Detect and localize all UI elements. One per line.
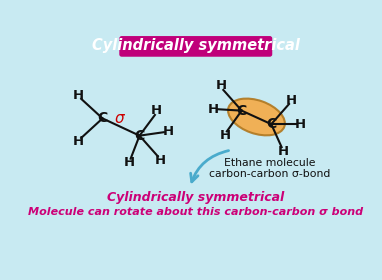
Text: H: H [215, 80, 227, 92]
Text: H: H [207, 103, 219, 116]
Text: C: C [97, 111, 108, 125]
Text: C: C [134, 129, 145, 143]
Text: H: H [162, 125, 173, 138]
Text: C: C [236, 104, 247, 118]
Text: Cylindrically symmetrical: Cylindrically symmetrical [92, 38, 300, 53]
Text: H: H [286, 94, 297, 106]
Text: Molecule can rotate about this carbon-carbon σ bond: Molecule can rotate about this carbon-ca… [28, 207, 363, 217]
Text: H: H [220, 129, 231, 142]
Text: H: H [295, 118, 306, 131]
Text: H: H [151, 104, 162, 117]
Text: H: H [278, 145, 289, 158]
Text: H: H [155, 154, 166, 167]
Text: H: H [73, 89, 84, 102]
FancyBboxPatch shape [120, 37, 272, 56]
Text: C: C [266, 117, 277, 131]
Text: H: H [73, 135, 84, 148]
Text: σ: σ [115, 111, 125, 127]
Ellipse shape [228, 99, 285, 135]
Text: Cylindrically symmetrical: Cylindrically symmetrical [107, 191, 285, 204]
Text: Ethane molecule: Ethane molecule [224, 158, 316, 168]
Text: H: H [124, 156, 135, 169]
FancyArrowPatch shape [191, 151, 228, 182]
Text: carbon-carbon σ-bond: carbon-carbon σ-bond [209, 169, 330, 179]
